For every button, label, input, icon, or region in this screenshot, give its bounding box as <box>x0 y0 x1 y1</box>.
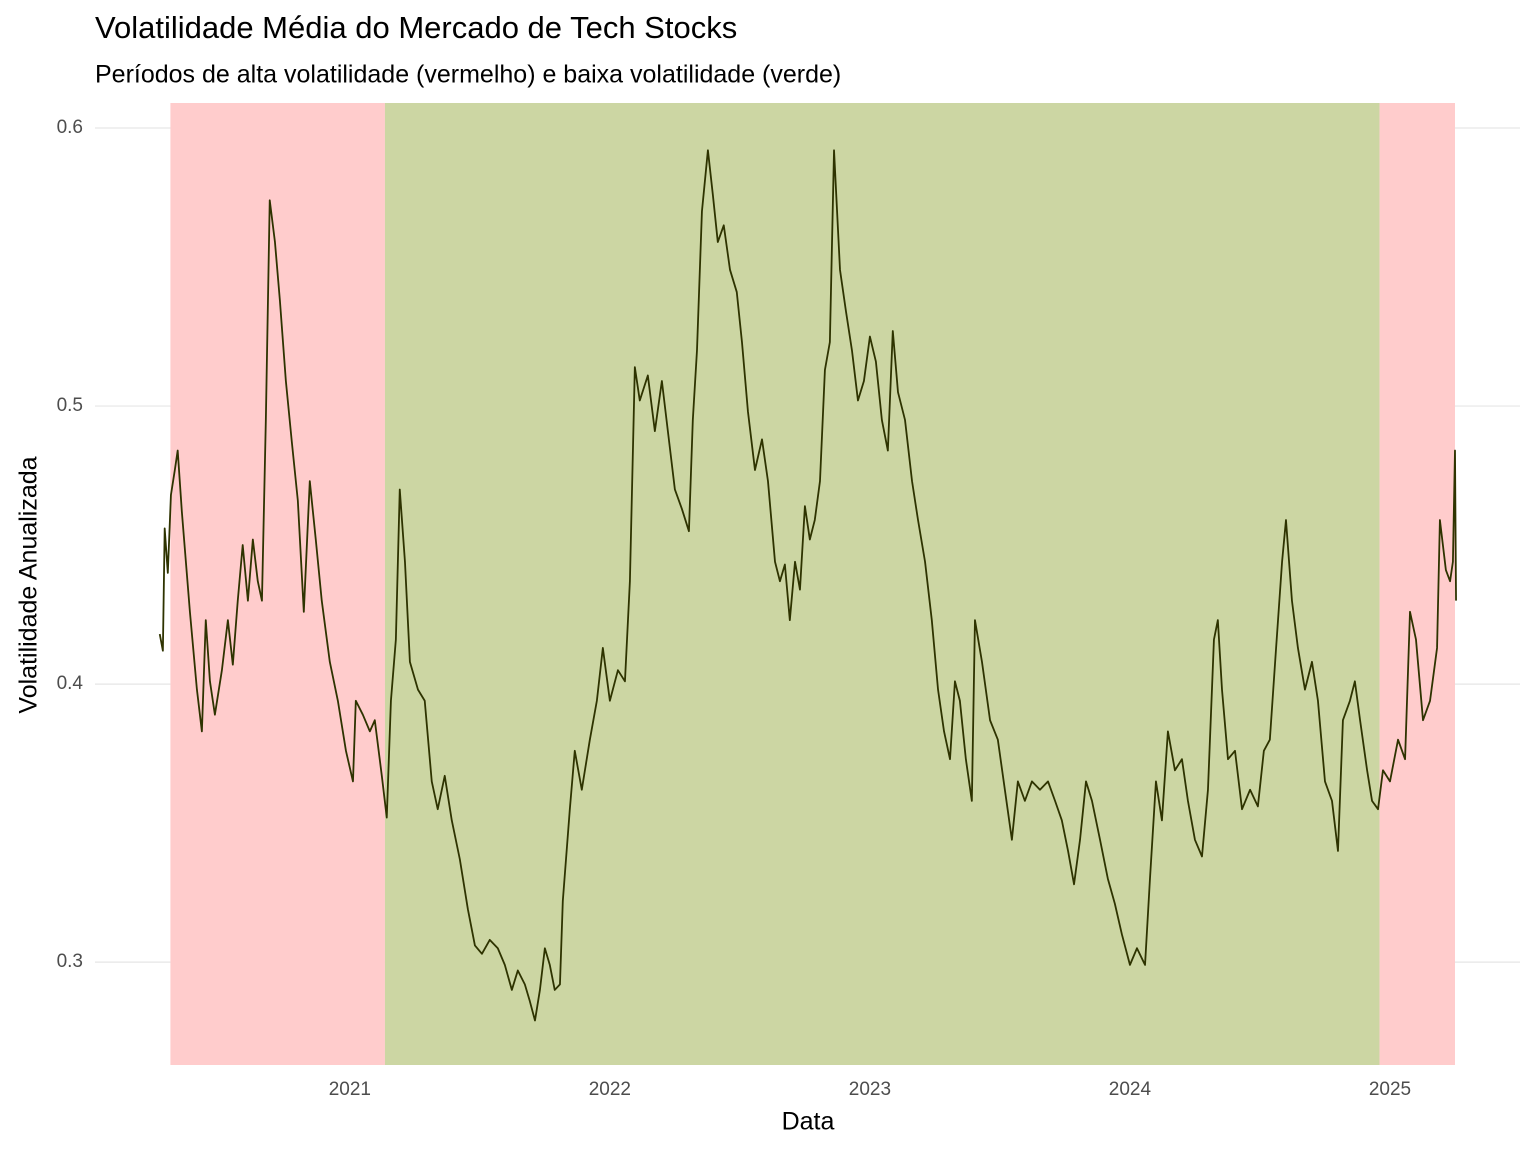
regions <box>170 103 1455 1065</box>
y-tick-label: 0.4 <box>57 673 84 694</box>
y-axis-label: Volatilidade Anualizada <box>15 456 43 713</box>
x-tick-label: 2022 <box>589 1079 631 1100</box>
y-tick-label: 0.3 <box>57 951 83 972</box>
x-tick-label: 2025 <box>1369 1079 1411 1100</box>
chart-subtitle: Períodos de alta volatilidade (vermelho)… <box>95 61 841 89</box>
y-tick-label: 0.6 <box>57 117 83 138</box>
x-tick-label: 2023 <box>849 1079 891 1100</box>
period-region <box>384 103 1380 1065</box>
x-tick-label: 2021 <box>329 1079 371 1100</box>
chart-title: Volatilidade Média do Mercado de Tech St… <box>95 10 737 45</box>
x-axis-label: Data <box>782 1108 835 1136</box>
period-region <box>170 103 385 1065</box>
plot-area <box>158 149 1457 1022</box>
volatility-line <box>158 149 1457 1022</box>
x-tick-label: 2024 <box>1109 1079 1152 1100</box>
period-region <box>1379 103 1455 1065</box>
y-tick-label: 0.5 <box>57 395 83 416</box>
